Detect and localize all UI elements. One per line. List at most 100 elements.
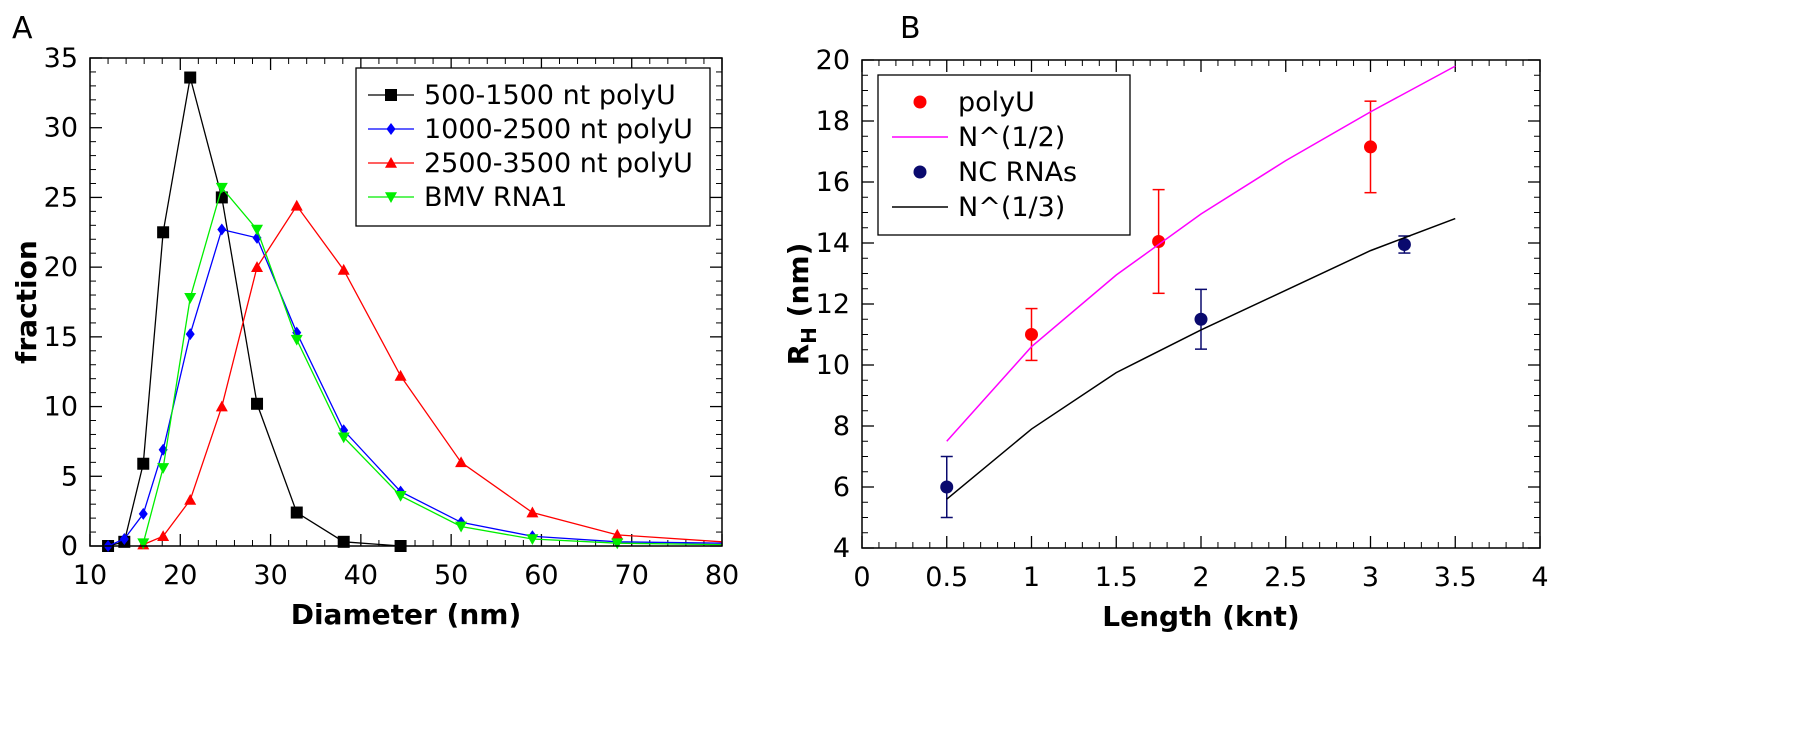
y-tick-label: 30 [44, 113, 78, 144]
y-tick-label: 5 [61, 461, 78, 492]
legend-item: polyU [913, 87, 1035, 118]
data-point [337, 263, 350, 275]
series-line [142, 186, 723, 546]
x-tick-label: 4 [1531, 562, 1548, 593]
chart-b-hydrodynamic-radius: 0 0.5 1 1.5 2 2.5 3 3.5 4 4 6 8 10 12 14 16 18 20 Length (… [782, 45, 1549, 633]
data-point [157, 463, 170, 474]
x-tick-label: 1.5 [1095, 562, 1138, 593]
data-point [1364, 140, 1377, 154]
data-point [526, 534, 539, 546]
data-point [157, 530, 170, 542]
y-axis-label: RH (nm) [782, 243, 821, 366]
series-line [143, 204, 723, 546]
fit-line [946, 65, 1456, 442]
legend-marker [385, 157, 397, 168]
legend-label: polyU [958, 87, 1035, 118]
legend-item: 2500-3500 nt polyU [368, 148, 693, 179]
data-point [290, 199, 303, 211]
data-point [455, 456, 468, 468]
legend-label: 2500-3500 nt polyU [424, 148, 693, 179]
data-point [337, 432, 350, 444]
plot-area-frame [89, 57, 723, 547]
x-tick-label: 1 [1023, 562, 1040, 593]
series-4 [137, 182, 723, 550]
x-tick-label: 2 [1192, 562, 1209, 593]
data-point [137, 457, 150, 470]
series-line [107, 77, 401, 547]
legend-marker [913, 95, 927, 109]
y-tick-label: 20 [44, 252, 78, 283]
y-tick-label: 6 [833, 472, 850, 503]
x-tick-label: 40 [344, 560, 378, 591]
series-line [107, 228, 723, 547]
legend-label: 500-1500 nt polyU [424, 80, 676, 111]
data-point [611, 528, 624, 540]
series-3 [940, 235, 1411, 519]
legend-box [355, 67, 711, 227]
y-axis-label-main: R [782, 344, 815, 366]
x-tick-label: 2.5 [1264, 562, 1307, 593]
data-point [394, 369, 407, 381]
y-tick-label: 0 [61, 531, 78, 562]
data-point [137, 538, 150, 550]
y-axis-label-unit: (nm) [782, 243, 815, 327]
chart-a-diameter-distribution: 10 20 30 40 50 60 70 80 0 5 10 15 20 25 30 35 Diameter (… [10, 43, 739, 631]
data-point [119, 533, 129, 546]
x-axis-label: Diameter (nm) [291, 598, 522, 631]
data-point [138, 507, 148, 520]
series-3 [137, 199, 723, 550]
panel-a-letter: A [12, 11, 33, 46]
data-point [455, 521, 468, 533]
data-point [251, 261, 264, 272]
data-point [185, 328, 195, 341]
legend-label: NC RNAs [958, 157, 1077, 188]
legend-item: N^(1/2) [892, 122, 1065, 153]
data-point [394, 491, 407, 502]
legend-label: N^(1/3) [958, 192, 1065, 223]
y-axis-label-subscript: H [797, 327, 821, 344]
x-tick-label: 60 [524, 560, 558, 591]
data-point [184, 293, 197, 304]
y-tick-label: 20 [816, 45, 850, 76]
data-point [1194, 312, 1208, 326]
y-tick-label: 16 [816, 167, 850, 198]
y-tick-label: 35 [44, 43, 78, 74]
data-point [290, 334, 303, 346]
legend-item: N^(1/3) [892, 192, 1065, 223]
legend-label: N^(1/2) [958, 122, 1065, 153]
series-1 [1025, 100, 1377, 362]
y-tick-label: 14 [816, 228, 850, 259]
legend-label: BMV RNA1 [424, 182, 567, 213]
legend-marker [385, 89, 397, 101]
series-2 [103, 223, 723, 552]
data-point [251, 224, 264, 236]
panel-b-letter: B [900, 11, 921, 46]
legend-item: NC RNAs [913, 157, 1077, 188]
data-point [1397, 238, 1411, 252]
fit-line [946, 217, 1456, 500]
y-tick-label: 25 [44, 182, 78, 213]
y-axis-label: fraction [10, 240, 43, 364]
data-point [1152, 234, 1166, 248]
x-tick-label: 10 [73, 560, 107, 591]
data-point [215, 400, 228, 412]
legend-marker [385, 192, 397, 203]
legend-marker [386, 123, 396, 135]
x-tick-label: 0.5 [925, 562, 968, 593]
data-point [940, 480, 954, 494]
y-tick-label: 10 [44, 392, 78, 423]
data-point [157, 226, 170, 239]
series-4 [946, 217, 1456, 500]
y-tick-label: 15 [44, 322, 78, 353]
x-tick-label: 80 [705, 560, 739, 591]
data-point [526, 506, 539, 518]
data-point [1025, 328, 1038, 341]
data-point [251, 397, 264, 410]
data-point [290, 506, 303, 519]
legend-label: 1000-2500 nt polyU [424, 114, 693, 145]
y-tick-label: 12 [816, 289, 850, 320]
series-2 [946, 65, 1456, 442]
data-point [337, 535, 350, 548]
